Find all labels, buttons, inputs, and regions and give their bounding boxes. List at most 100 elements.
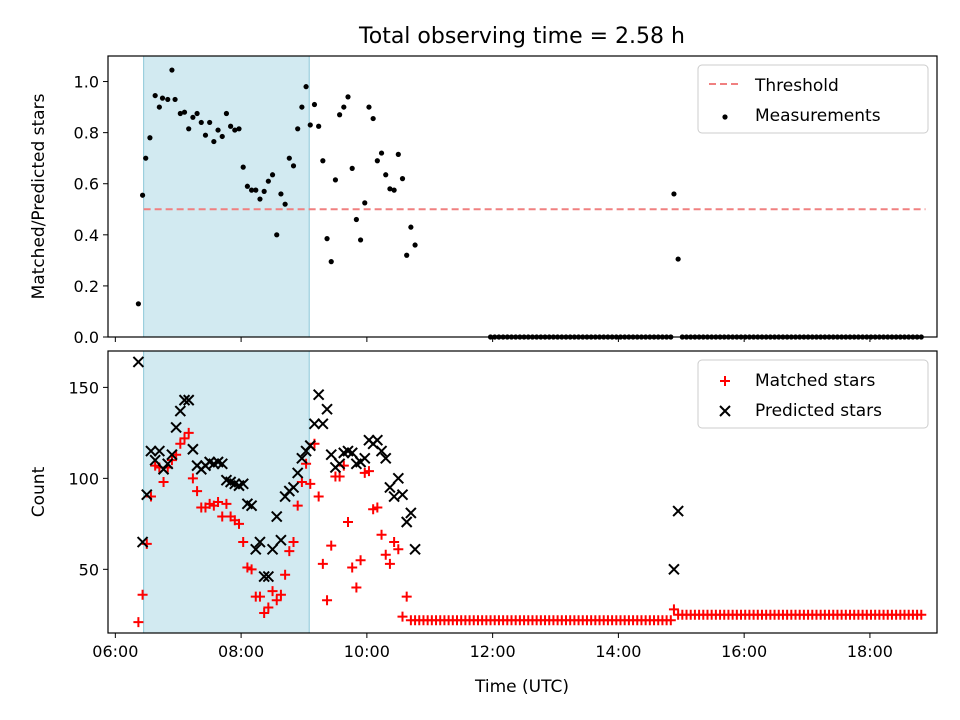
predicted-stars-point bbox=[333, 458, 346, 470]
measurements-point bbox=[391, 187, 397, 193]
matched-stars-point bbox=[179, 433, 190, 444]
predicted-stars-point bbox=[262, 570, 275, 583]
measurements-point bbox=[194, 110, 200, 117]
legend-label: Measurements bbox=[755, 106, 881, 126]
matched-stars-point bbox=[313, 491, 324, 502]
measurements-point bbox=[408, 224, 414, 230]
measurements-point bbox=[349, 165, 355, 171]
matched-stars-point bbox=[401, 591, 412, 602]
predicted-stars-point bbox=[162, 458, 174, 470]
measurements-point bbox=[282, 201, 288, 207]
legend-predicted-swatch bbox=[719, 405, 731, 417]
measurements-point bbox=[265, 178, 271, 184]
matched-stars-point bbox=[254, 591, 265, 602]
predicted-stars-point bbox=[400, 516, 413, 528]
matched-stars-point bbox=[221, 498, 232, 509]
matched-stars-point bbox=[213, 497, 224, 508]
y-tick-label: 0.0 bbox=[74, 328, 99, 347]
predicted-stars-point bbox=[384, 481, 396, 494]
figure-title: Total observing time = 2.58 h bbox=[358, 24, 685, 49]
x-axis-label: Time (UTC) bbox=[474, 677, 569, 697]
measurements-point bbox=[324, 236, 330, 242]
measurements-point bbox=[156, 104, 162, 110]
predicted-stars-point bbox=[359, 452, 371, 465]
matched-stars-point bbox=[246, 564, 257, 575]
measurements-point bbox=[366, 104, 372, 110]
predicted-stars-point bbox=[380, 452, 392, 465]
predicted-stars-point bbox=[174, 405, 187, 417]
measurements-point bbox=[286, 155, 292, 161]
axes-frame bbox=[107, 350, 938, 634]
measurements-point bbox=[215, 127, 221, 133]
y-tick-label: 100 bbox=[68, 469, 99, 488]
y-tick-label: 0.2 bbox=[74, 277, 99, 296]
matched-stars-point bbox=[397, 611, 408, 622]
matched-stars-point bbox=[187, 473, 198, 484]
predicted-stars-point bbox=[216, 458, 228, 470]
matched-stars-point bbox=[217, 511, 228, 522]
measurements-point bbox=[244, 183, 250, 189]
y-axis-label: Count bbox=[29, 466, 49, 517]
x-tick-label: 06:00 bbox=[92, 642, 138, 661]
matched-stars-point bbox=[389, 537, 400, 548]
predicted-stars-point bbox=[346, 447, 358, 459]
x-tick-label: 14:00 bbox=[595, 642, 641, 661]
measurements-point bbox=[675, 256, 681, 262]
measurements-point bbox=[307, 122, 313, 128]
predicted-stars-point bbox=[325, 448, 337, 461]
matched-stars-point bbox=[280, 569, 291, 580]
measurements-point bbox=[248, 187, 255, 193]
x-tick-label: 10:00 bbox=[344, 642, 390, 661]
measurements-point bbox=[202, 132, 209, 138]
matched-stars-point bbox=[380, 549, 391, 560]
matched-stars-point bbox=[393, 544, 404, 555]
legend-matched-swatch bbox=[720, 376, 730, 386]
matched-stars-point bbox=[133, 617, 144, 628]
measurements-point bbox=[181, 109, 188, 115]
predicted-stars-point bbox=[145, 445, 157, 457]
measurements-point bbox=[159, 95, 166, 101]
count-panel: 50 100 150 06:00 08:00 10:00 12:00 14:00 16:00 18… bbox=[29, 350, 938, 661]
measurements-point bbox=[190, 114, 196, 120]
measurements-point bbox=[316, 123, 322, 129]
predicted-stars-point bbox=[254, 536, 266, 548]
predicted-stars-point bbox=[271, 510, 283, 523]
matched-stars-point bbox=[288, 537, 299, 548]
predicted-stars-point bbox=[308, 418, 321, 430]
predicted-stars-point bbox=[296, 452, 308, 465]
matched-stars-point bbox=[234, 518, 245, 529]
legend-label: Matched stars bbox=[755, 371, 875, 391]
matched-stars-point bbox=[275, 589, 286, 600]
measurements-point bbox=[219, 133, 225, 140]
measurements-point bbox=[139, 192, 146, 198]
measurements-point bbox=[399, 176, 406, 182]
measurements-point bbox=[303, 84, 309, 90]
predicted-stars-point bbox=[178, 394, 191, 406]
predicted-stars-point bbox=[153, 445, 166, 457]
measurements-point bbox=[353, 216, 359, 223]
y-tick-label: 50 bbox=[79, 560, 99, 579]
y-tick-label: 150 bbox=[68, 378, 99, 397]
measurements-point bbox=[261, 188, 267, 194]
measurements-point bbox=[295, 126, 301, 132]
measurements-point bbox=[207, 119, 213, 126]
measurements-point bbox=[370, 115, 376, 122]
predicted-stars-point bbox=[672, 505, 684, 517]
predicted-stars-point bbox=[132, 356, 145, 368]
measurements-point bbox=[341, 104, 347, 110]
measurements-point bbox=[299, 104, 305, 110]
predicted-stars-point bbox=[396, 489, 409, 501]
measurements-point bbox=[362, 200, 368, 206]
measurements-point bbox=[223, 110, 230, 117]
measurements-point bbox=[278, 191, 284, 197]
matched-stars-point bbox=[259, 607, 270, 618]
measurements-point bbox=[387, 186, 393, 192]
matched-stars-point bbox=[668, 604, 679, 615]
matched-stars-point bbox=[317, 558, 328, 569]
measurements-point bbox=[253, 187, 259, 193]
matched-stars-point bbox=[175, 438, 186, 449]
measurements-point bbox=[378, 150, 385, 156]
matched-stars-point bbox=[916, 609, 927, 620]
matched-stars-point bbox=[347, 562, 358, 573]
